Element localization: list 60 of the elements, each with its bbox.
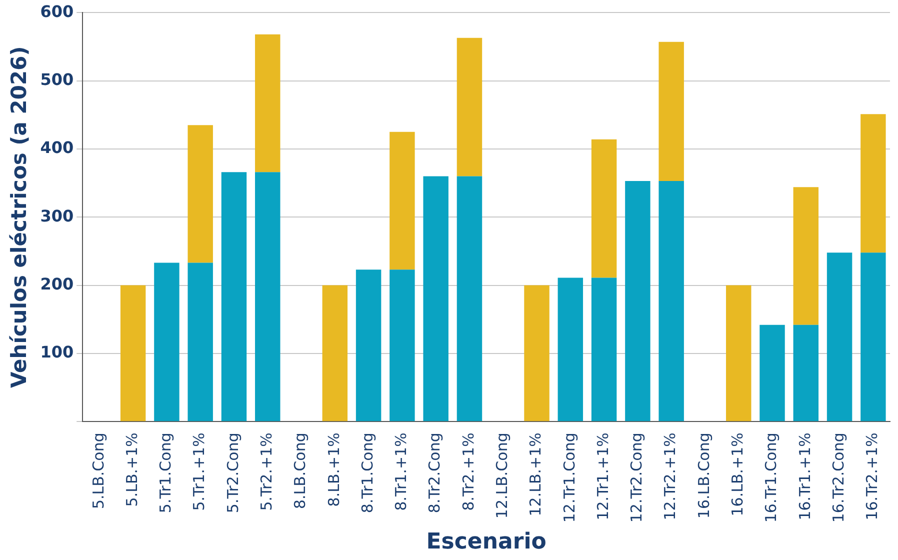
bar (658, 180, 684, 422)
x-tick-label: 5.Tr1.Cong (156, 432, 175, 514)
bar (591, 139, 617, 278)
x-tick-label: 8.Tr1.+1% (392, 432, 410, 511)
bar (658, 42, 684, 181)
bar (322, 285, 348, 422)
x-tick-label: 12.Tr1.Cong (560, 432, 578, 523)
bar (456, 38, 482, 176)
bar (390, 270, 415, 422)
bar (793, 187, 819, 325)
x-tick-label: 5.Tr1.+1% (190, 432, 208, 511)
y-tick-label: 200 (40, 274, 74, 294)
bar (591, 278, 617, 422)
y-tick-label: 100 (40, 342, 74, 362)
x-tick-label: 12.Tr1.+1% (594, 432, 612, 520)
x-tick-label: 12.LB.+1% (526, 432, 545, 516)
y-tick-label: 300 (40, 206, 74, 226)
x-tick-label: 16.Tr2.Cong (829, 432, 848, 523)
bar (120, 285, 146, 422)
x-tick-label: 16.LB.+1% (728, 432, 747, 516)
x-axis-title: Escenario (426, 530, 546, 555)
bar (524, 285, 550, 422)
x-tick-label: 8.Tr1.Cong (358, 432, 376, 514)
y-axis-title: Vehículos eléctricos (a 2026) (7, 46, 32, 388)
x-tick-label: 5.LB.+1% (122, 432, 141, 507)
x-tick-label: 16.Tr2.+1% (863, 432, 882, 520)
bar (255, 172, 280, 422)
x-tick-label: 8.Tr2.+1% (459, 432, 478, 511)
x-tick-label: 5.LB.Cong (89, 432, 108, 510)
x-tick-label: 8.LB.+1% (324, 432, 343, 507)
bar (793, 324, 819, 422)
x-tick-label: 8.Tr2.Cong (426, 432, 444, 514)
bar (625, 180, 650, 422)
bar (760, 324, 785, 422)
x-tick-label: 12.Tr2.+1% (661, 432, 680, 520)
bar (221, 172, 247, 422)
bar (154, 262, 180, 422)
bar (726, 285, 752, 422)
x-tick-label: 5.Tr2.Cong (224, 432, 242, 514)
bar (356, 270, 382, 422)
bar (255, 34, 280, 172)
x-tick-label: 5.Tr2.+1% (258, 432, 276, 511)
x-tick-label: 8.LB.Cong (291, 432, 310, 510)
x-tick-label: 12.LB.Cong (493, 432, 512, 519)
x-tick-label: 12.Tr2.Cong (628, 432, 646, 523)
bar (860, 252, 886, 422)
bar (423, 176, 448, 422)
bar (558, 278, 584, 422)
y-tick-label: 600 (40, 2, 74, 21)
bar (390, 132, 415, 270)
y-tick-label: 500 (40, 70, 74, 89)
bar (860, 114, 886, 253)
bar (456, 176, 482, 422)
bar (826, 252, 852, 422)
x-tick-label: 16.Tr1.+1% (796, 432, 814, 520)
bar (188, 125, 213, 263)
y-tick-label: 400 (40, 138, 74, 158)
bar (188, 262, 213, 422)
x-tick-label: 16.Tr1.Cong (762, 432, 780, 523)
x-tick-label: 16.LB.Cong (694, 432, 713, 519)
